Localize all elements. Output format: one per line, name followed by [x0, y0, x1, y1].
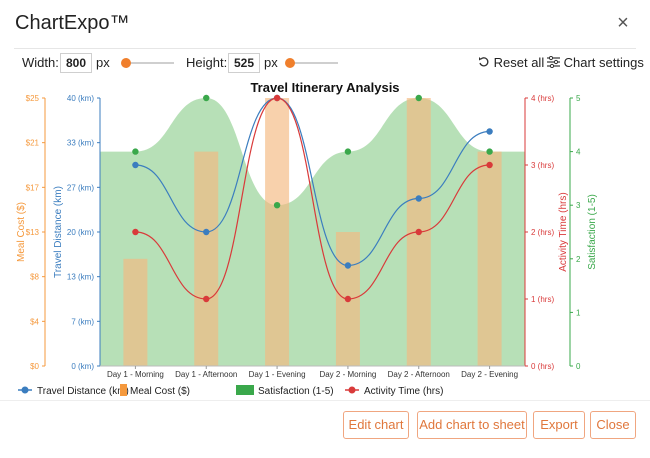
satisfaction-tick-label: 0: [576, 362, 581, 371]
activity-time-axis-title: Activity Time (hrs): [558, 192, 569, 271]
legend-travel-distance-label: Travel Distance (km): [37, 386, 129, 397]
chart-area: Travel Itinerary Analysis $0 $4 $8 $13 $17 $21…: [0, 76, 650, 406]
meal-cost-tick-label: $17: [26, 183, 40, 192]
satisfaction-point: [132, 148, 139, 155]
travel-distance-tick-label: 33 (km): [67, 139, 94, 148]
activity-time-point: [132, 228, 139, 236]
travel-distance-point: [486, 128, 493, 135]
legend-satisfaction-label: Satisfaction (1-5): [258, 386, 334, 397]
width-slider-thumb[interactable]: [121, 58, 131, 68]
satisfaction-tick-label: 1: [576, 308, 581, 317]
legend-meal-cost-label: Meal Cost ($): [130, 386, 190, 397]
x-tick-label: Day 2 - Evening: [461, 370, 518, 379]
x-tick-label: Day 1 - Evening: [249, 370, 306, 379]
travel-distance-point: [415, 195, 422, 202]
height-input[interactable]: 525: [228, 53, 260, 73]
activity-time-point: [415, 228, 422, 236]
satisfaction-point: [344, 148, 352, 155]
activity-time-point: [203, 295, 210, 303]
x-tick-label: Day 1 - Morning: [107, 370, 164, 379]
legend-meal-cost-swatch: [120, 384, 127, 396]
satisfaction-tick-label: 4: [576, 148, 581, 157]
travel-distance-axis-title: Travel Distance (km): [53, 186, 64, 278]
activity-time-point: [344, 295, 352, 303]
export-button[interactable]: Export: [533, 411, 585, 439]
meal-cost-tick-label: $25: [26, 94, 40, 103]
settings-sliders-icon: [547, 55, 560, 69]
travel-distance-tick-label: 40 (km): [67, 94, 94, 103]
legend-activity-time-label: Activity Time (hrs): [364, 386, 443, 397]
activity-time-point: [273, 94, 281, 102]
height-slider[interactable]: [285, 58, 338, 68]
legend-activity-time-swatch-dot: [348, 386, 356, 394]
legend-travel-distance-swatch-dot: [21, 386, 29, 394]
activity-time-tick-label: 0 (hrs): [531, 362, 554, 371]
meal-cost-bar: [265, 98, 290, 366]
meal-cost-tick-label: $4: [30, 317, 39, 326]
activity-time-tick-label: 4 (hrs): [531, 94, 554, 103]
chart-svg: Travel Itinerary Analysis $0 $4 $8 $13 $17 $21…: [16, 80, 598, 397]
chart-title: Travel Itinerary Analysis: [250, 80, 399, 95]
meal-cost-bar: [477, 151, 502, 366]
reset-all-button[interactable]: Reset all: [478, 55, 544, 70]
travel-distance-point: [344, 262, 352, 269]
reset-all-label: Reset all: [493, 55, 545, 70]
satisfaction-tick-label: 3: [576, 201, 581, 210]
x-tick-label: Day 2 - Afternoon: [388, 370, 450, 379]
travel-distance-point: [203, 228, 210, 236]
satisfaction-point: [415, 94, 422, 102]
legend-satisfaction-swatch: [236, 385, 254, 395]
meal-cost-tick-label: $13: [26, 228, 40, 237]
toolbar: Width: 800 px Height: 525 px Reset all C…: [0, 52, 650, 74]
height-unit: px: [264, 55, 278, 70]
satisfaction-point: [486, 148, 493, 155]
meal-cost-tick-label: $21: [26, 139, 40, 148]
meal-cost-bar: [123, 258, 148, 366]
meal-cost-tick-label: $8: [30, 273, 39, 282]
activity-time-point: [486, 161, 493, 169]
satisfaction-area: [100, 98, 525, 366]
travel-distance-tick-label: 13 (km): [67, 273, 94, 282]
height-slider-thumb[interactable]: [285, 58, 295, 68]
travel-distance-tick-label: 7 (km): [71, 317, 94, 326]
activity-time-tick-label: 2 (hrs): [531, 228, 554, 237]
activity-time-tick-label: 1 (hrs): [531, 295, 554, 304]
travel-distance-tick-label: 27 (km): [67, 183, 94, 192]
footer-divider: [0, 400, 650, 401]
satisfaction-axis-title: Satisfaction (1-5): [587, 194, 598, 270]
width-slider[interactable]: [121, 58, 174, 68]
satisfaction-point: [273, 202, 281, 209]
edit-chart-button[interactable]: Edit chart: [343, 411, 409, 439]
satisfaction-point: [203, 94, 210, 102]
height-label: Height:: [186, 55, 228, 70]
close-icon[interactable]: ×: [617, 12, 629, 34]
meal-cost-axis-title: Meal Cost ($): [16, 202, 27, 262]
travel-distance-tick-label: 20 (km): [67, 228, 94, 237]
travel-distance-tick-label: 0 (km): [71, 362, 94, 371]
satisfaction-tick-label: 5: [576, 94, 581, 103]
close-button[interactable]: Close: [590, 411, 636, 439]
width-unit: px: [96, 55, 110, 70]
satisfaction-tick-label: 2: [576, 255, 581, 264]
header-divider: [14, 48, 636, 49]
width-input[interactable]: 800: [60, 53, 92, 73]
chart-settings-button[interactable]: Chart settings: [547, 55, 644, 70]
meal-cost-tick-label: $0: [30, 362, 39, 371]
travel-distance-point: [132, 161, 139, 169]
reset-icon: [479, 57, 489, 67]
activity-time-tick-label: 3 (hrs): [531, 161, 554, 170]
x-tick-label: Day 1 - Afternoon: [175, 370, 237, 379]
x-tick-label: Day 2 - Morning: [319, 370, 376, 379]
meal-cost-bar: [194, 151, 219, 366]
dialog-title: ChartExpo™: [15, 12, 130, 34]
add-chart-to-sheet-button[interactable]: Add chart to sheet: [417, 411, 527, 439]
chart-settings-label: Chart settings: [563, 55, 644, 70]
width-label: Width:: [22, 55, 59, 70]
